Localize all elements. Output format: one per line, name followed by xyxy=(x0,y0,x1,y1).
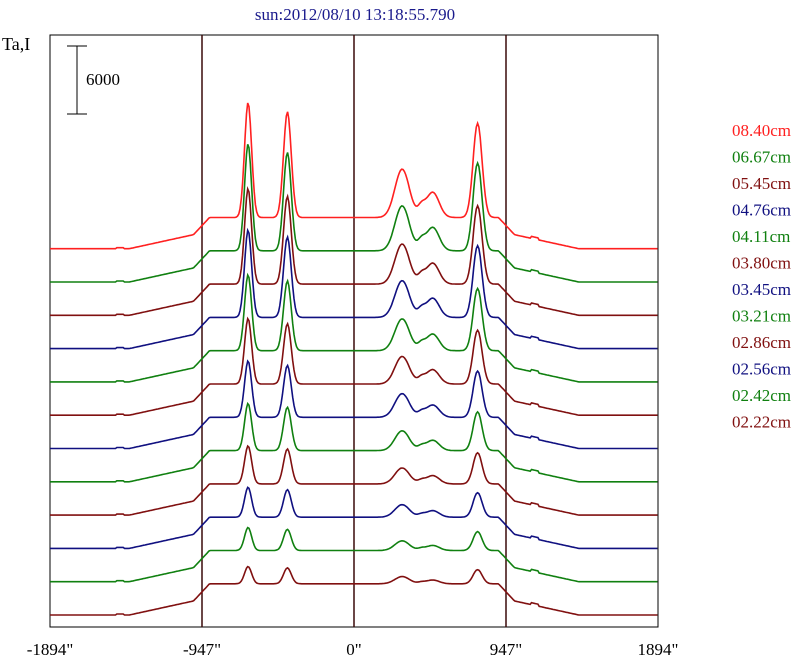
scale-bar-label: 6000 xyxy=(86,70,120,89)
series-line-03.21cm xyxy=(50,401,658,483)
x-tick-label: 947" xyxy=(490,640,522,659)
legend-entry: 02.42cm xyxy=(732,386,791,405)
legend-entry: 03.45cm xyxy=(732,280,791,299)
legend-entry: 08.40cm xyxy=(732,121,791,140)
x-tick-label: -947" xyxy=(183,640,221,659)
series-line-02.56cm xyxy=(50,486,658,550)
legend-entry: 04.11cm xyxy=(732,227,790,246)
series-lines xyxy=(50,102,658,616)
x-tick-labels: -1894" -947" 0" 947" 1894" xyxy=(27,640,679,659)
x-tick-label: 0" xyxy=(346,640,361,659)
y-axis-label: Ta,I xyxy=(2,34,30,54)
x-tick-label: 1894" xyxy=(638,640,679,659)
series-line-02.42cm xyxy=(50,526,658,583)
series-line-04.76cm xyxy=(50,227,658,350)
vertical-marker-lines xyxy=(201,35,507,627)
legend-entry: 06.67cm xyxy=(732,148,791,167)
legend-entry: 02.56cm xyxy=(732,360,791,379)
legend-entry: 03.80cm xyxy=(732,254,791,273)
series-line-03.80cm xyxy=(50,316,658,416)
series-line-02.86cm xyxy=(50,444,658,516)
scale-bar: 6000 xyxy=(67,45,120,115)
series-line-03.45cm xyxy=(50,359,658,450)
legend-entry: 05.45cm xyxy=(732,174,791,193)
chart-title: sun:2012/08/10 13:18:55.790 xyxy=(255,5,455,24)
series-line-06.67cm xyxy=(50,144,658,283)
legend: 08.40cm 06.67cm 05.45cm 04.76cm 04.11cm 03.80… xyxy=(732,121,791,432)
legend-entry: 04.76cm xyxy=(732,201,791,220)
legend-entry: 02.22cm xyxy=(732,413,791,432)
legend-entry: 02.86cm xyxy=(732,333,791,352)
series-line-02.22cm xyxy=(50,565,658,616)
series-line-05.45cm xyxy=(50,185,658,317)
series-line-08.40cm xyxy=(50,102,658,250)
legend-entry: 03.21cm xyxy=(732,307,791,326)
series-line-04.11cm xyxy=(50,272,658,383)
x-tick-label: -1894" xyxy=(27,640,74,659)
